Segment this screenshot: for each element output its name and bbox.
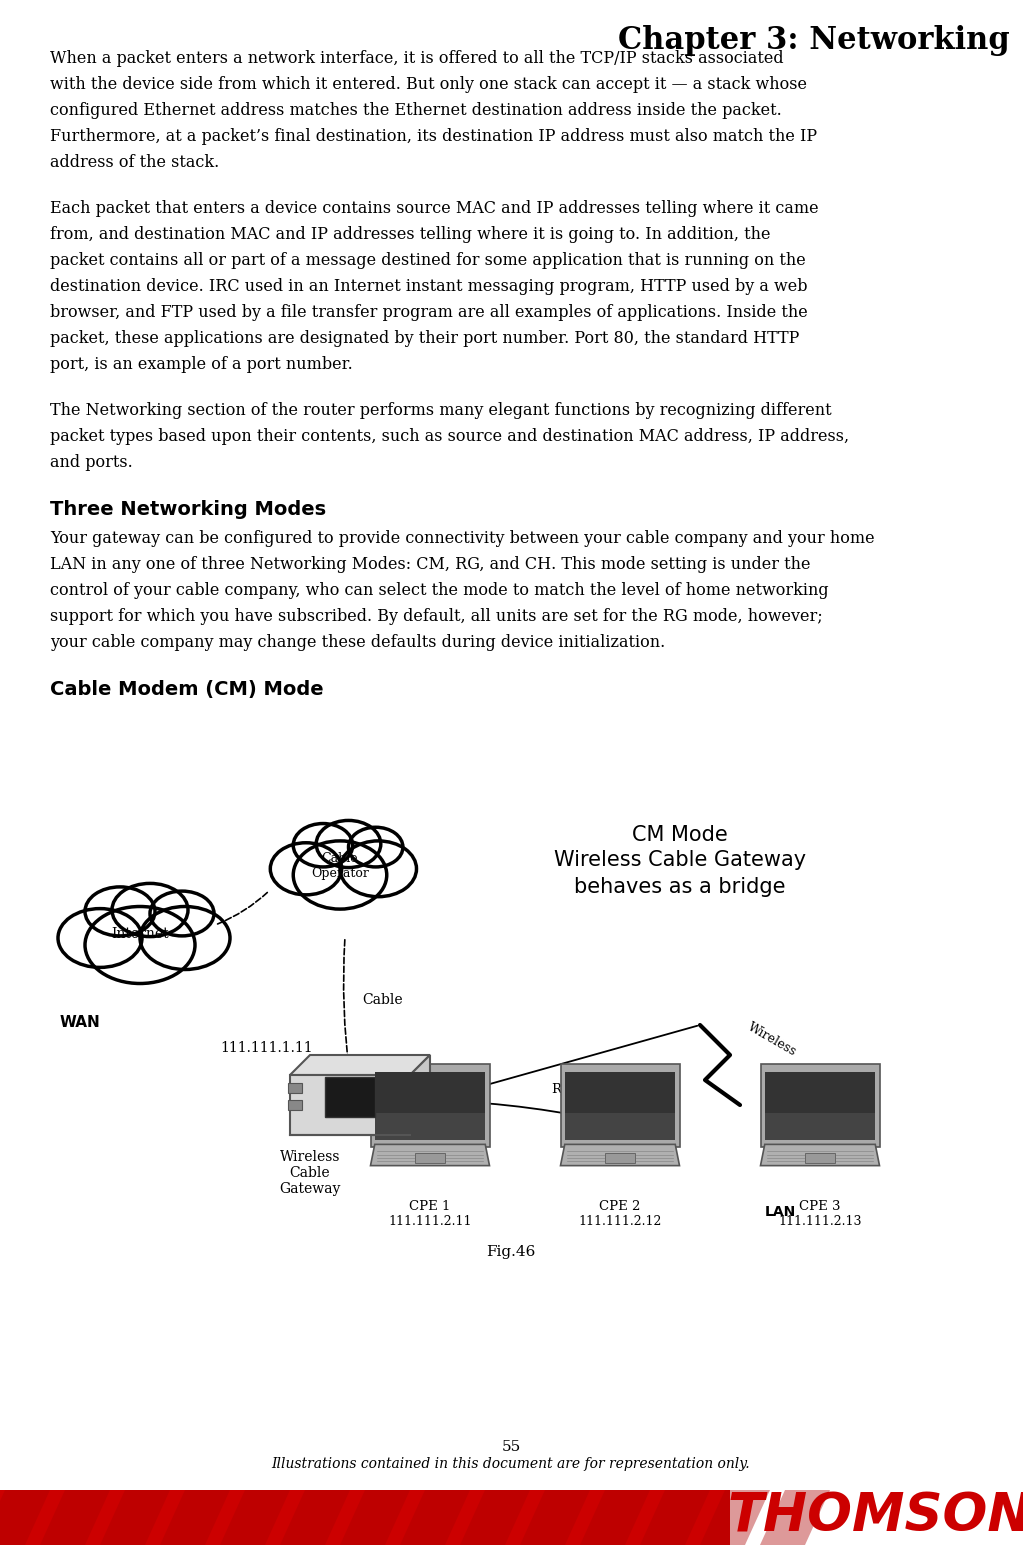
Text: LAN: LAN <box>764 1205 796 1219</box>
Text: Internet: Internet <box>112 927 169 941</box>
Text: RJ 45: RJ 45 <box>412 1078 448 1091</box>
Bar <box>414 1153 445 1163</box>
Polygon shape <box>40 1489 110 1545</box>
Polygon shape <box>400 1489 470 1545</box>
Polygon shape <box>290 1055 430 1075</box>
Polygon shape <box>370 1063 489 1146</box>
Ellipse shape <box>58 908 142 967</box>
Text: CPE 1: CPE 1 <box>409 1200 451 1213</box>
Polygon shape <box>290 1075 410 1136</box>
Text: 111.111.1.11: 111.111.1.11 <box>220 1041 313 1055</box>
Text: browser, and FTP used by a file transfer program are all examples of application: browser, and FTP used by a file transfer… <box>50 304 808 321</box>
Text: your cable company may change these defaults during device initialization.: your cable company may change these defa… <box>50 633 665 650</box>
Ellipse shape <box>349 827 403 867</box>
Ellipse shape <box>270 842 342 895</box>
Polygon shape <box>160 1489 230 1545</box>
Ellipse shape <box>140 907 230 970</box>
Text: support for which you have subscribed. By default, all units are set for the RG : support for which you have subscribed. B… <box>50 609 822 626</box>
Text: packet types based upon their contents, such as source and destination MAC addre: packet types based upon their contents, … <box>50 428 849 445</box>
Polygon shape <box>760 1063 880 1146</box>
Bar <box>374 1072 485 1140</box>
Text: Illustrations contained in this document are for representation only.: Illustrations contained in this document… <box>272 1457 750 1471</box>
Text: THOMSON: THOMSON <box>727 1491 1023 1543</box>
Text: RJ 45: RJ 45 <box>551 1083 588 1097</box>
Text: and ports.: and ports. <box>50 454 133 471</box>
Text: Wireless: Wireless <box>745 1021 798 1060</box>
Text: CPE 2: CPE 2 <box>599 1200 640 1213</box>
Ellipse shape <box>112 884 188 936</box>
Polygon shape <box>460 1489 530 1545</box>
Ellipse shape <box>85 907 195 984</box>
Polygon shape <box>760 1145 880 1165</box>
Text: Furthermore, at a packet’s final destination, its destination IP address must al: Furthermore, at a packet’s final destina… <box>50 128 817 145</box>
Bar <box>805 1153 836 1163</box>
Bar <box>374 1112 485 1140</box>
Ellipse shape <box>294 823 353 867</box>
Polygon shape <box>410 1055 430 1136</box>
Text: Your gateway can be configured to provide connectivity between your cable compan: Your gateway can be configured to provid… <box>50 530 875 547</box>
Polygon shape <box>760 1489 830 1545</box>
Text: configured Ethernet address matches the Ethernet destination address inside the : configured Ethernet address matches the … <box>50 102 782 119</box>
Polygon shape <box>580 1489 650 1545</box>
Polygon shape <box>700 1489 770 1545</box>
Text: with the device side from which it entered. But only one stack can accept it — a: with the device side from which it enter… <box>50 76 807 93</box>
Polygon shape <box>640 1489 710 1545</box>
Text: WAN: WAN <box>60 1015 100 1031</box>
Polygon shape <box>520 1489 590 1545</box>
Text: port, is an example of a port number.: port, is an example of a port number. <box>50 355 353 372</box>
Text: Wireless Cable Gateway: Wireless Cable Gateway <box>553 850 806 870</box>
Bar <box>288 1100 302 1109</box>
Text: packet, these applications are designated by their port number. Port 80, the sta: packet, these applications are designate… <box>50 331 799 348</box>
Text: Fig.46: Fig.46 <box>486 1245 536 1259</box>
Bar <box>765 1072 876 1140</box>
Polygon shape <box>100 1489 170 1545</box>
Text: 55: 55 <box>501 1440 521 1454</box>
Text: control of your cable company, who can select the mode to match the level of hom: control of your cable company, who can s… <box>50 582 829 599</box>
Bar <box>565 1072 675 1140</box>
Polygon shape <box>561 1145 679 1165</box>
Polygon shape <box>220 1489 290 1545</box>
Text: CPE 3: CPE 3 <box>799 1200 841 1213</box>
Text: 111.111.2.13: 111.111.2.13 <box>779 1214 861 1228</box>
Text: destination device. IRC used in an Internet instant messaging program, HTTP used: destination device. IRC used in an Inter… <box>50 278 807 295</box>
Text: 111.111.2.12: 111.111.2.12 <box>578 1214 662 1228</box>
Bar <box>605 1153 635 1163</box>
Text: CM Mode: CM Mode <box>632 825 728 845</box>
Text: Three Networking Modes: Three Networking Modes <box>50 501 326 519</box>
Text: The Networking section of the router performs many elegant functions by recogniz: The Networking section of the router per… <box>50 402 832 419</box>
Ellipse shape <box>150 891 214 936</box>
Text: Wireless
Cable
Gateway: Wireless Cable Gateway <box>279 1149 341 1196</box>
Text: 111.111.2.11: 111.111.2.11 <box>389 1214 472 1228</box>
Ellipse shape <box>85 887 155 936</box>
Ellipse shape <box>340 840 416 896</box>
Text: Each packet that enters a device contains source MAC and IP addresses telling wh: Each packet that enters a device contain… <box>50 199 818 216</box>
Polygon shape <box>340 1489 410 1545</box>
Text: Cable
Operator: Cable Operator <box>311 851 369 879</box>
Polygon shape <box>370 1145 489 1165</box>
Text: LAN in any one of three Networking Modes: CM, RG, and CH. This mode setting is u: LAN in any one of three Networking Modes… <box>50 556 810 573</box>
Polygon shape <box>0 1489 50 1545</box>
Text: Cable Modem (CM) Mode: Cable Modem (CM) Mode <box>50 680 323 698</box>
Ellipse shape <box>294 840 387 908</box>
Text: Chapter 3: Networking: Chapter 3: Networking <box>618 25 1010 56</box>
Text: from, and destination MAC and IP addresses telling where it is going to. In addi: from, and destination MAC and IP address… <box>50 226 770 243</box>
Text: address of the stack.: address of the stack. <box>50 154 219 171</box>
Text: behaves as a bridge: behaves as a bridge <box>574 878 786 898</box>
Bar <box>565 1112 675 1140</box>
Text: When a packet enters a network interface, it is offered to all the TCP/IP stacks: When a packet enters a network interface… <box>50 49 784 66</box>
Bar <box>288 1083 302 1092</box>
Ellipse shape <box>316 820 381 868</box>
Text: Cable: Cable <box>362 993 403 1007</box>
Text: packet contains all or part of a message destined for some application that is r: packet contains all or part of a message… <box>50 252 806 269</box>
Bar <box>0 1489 730 1545</box>
Polygon shape <box>280 1489 350 1545</box>
Bar <box>765 1112 876 1140</box>
Polygon shape <box>561 1063 679 1146</box>
Bar <box>325 1077 375 1117</box>
